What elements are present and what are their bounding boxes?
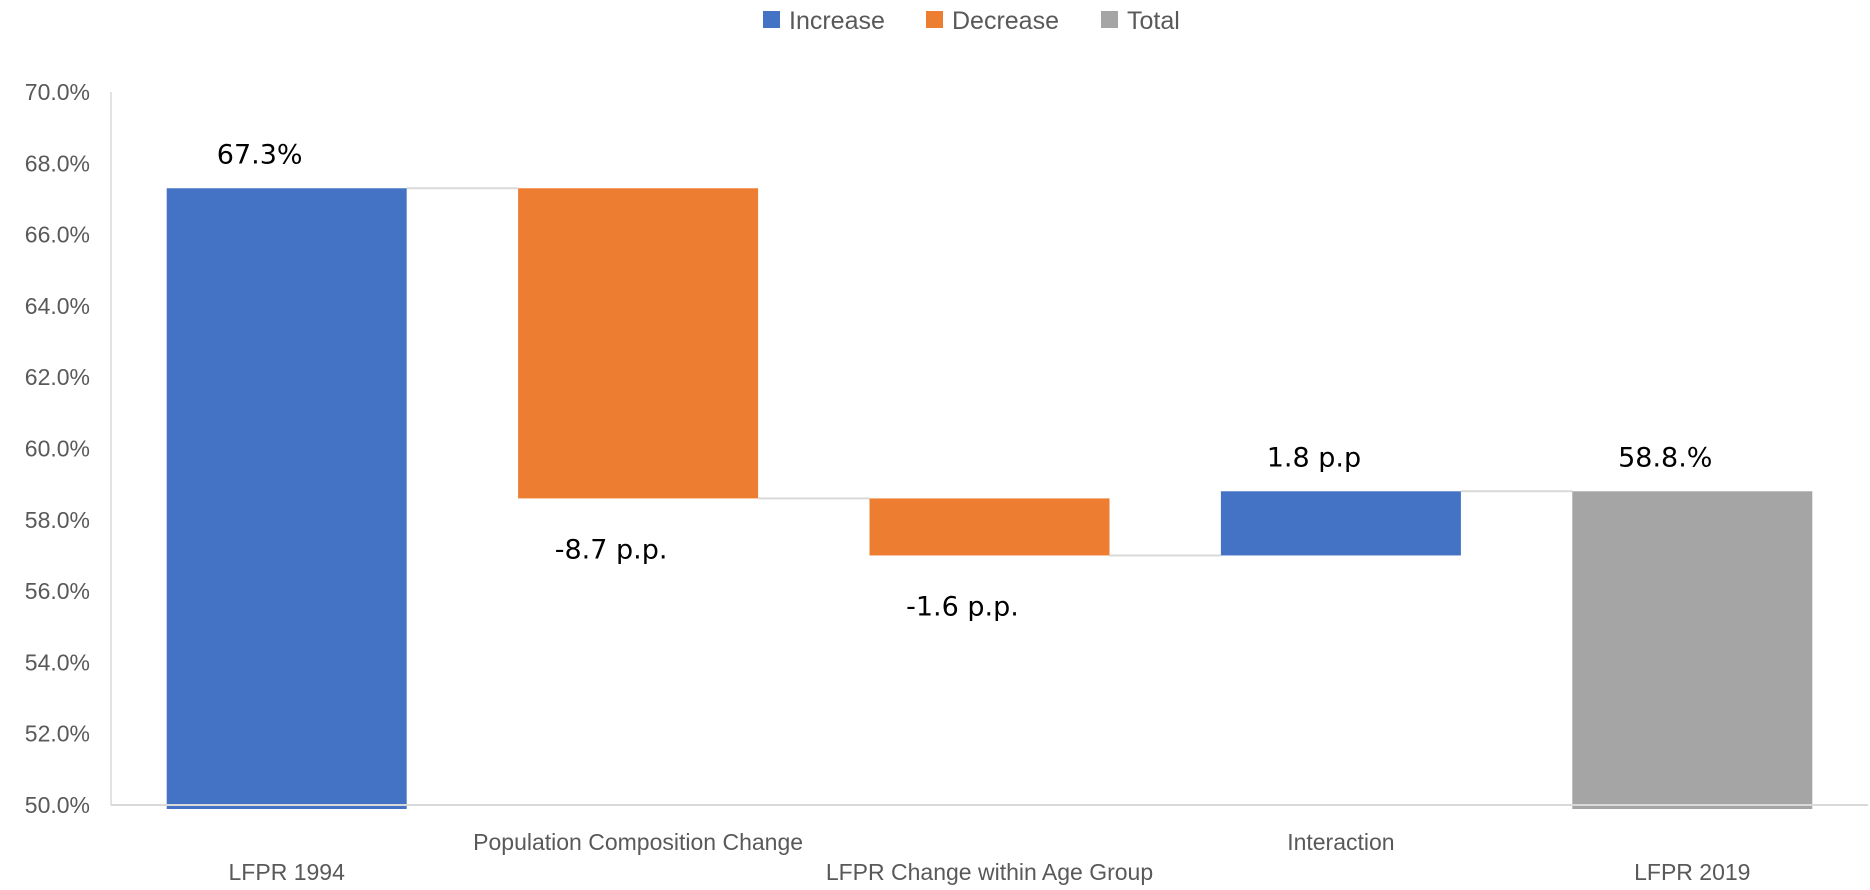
- y-tick-label: 54.0%: [25, 649, 90, 675]
- x-category-label: LFPR 2019: [1634, 859, 1750, 885]
- y-tick-label: 60.0%: [25, 436, 90, 462]
- legend-swatch: [926, 11, 943, 28]
- y-tick-label: 50.0%: [25, 792, 90, 818]
- data-label: -1.6 p.p.: [906, 591, 1019, 622]
- legend-label: Total: [1127, 7, 1180, 35]
- legend-swatch: [1101, 11, 1118, 28]
- y-tick-label: 56.0%: [25, 578, 90, 604]
- x-category-label: LFPR Change within Age Group: [826, 859, 1153, 885]
- legend-swatch: [763, 11, 780, 28]
- bar: [1572, 491, 1813, 809]
- bar: [1220, 491, 1461, 556]
- bar: [166, 188, 407, 809]
- y-tick-label: 66.0%: [25, 222, 90, 248]
- y-tick-label: 52.0%: [25, 721, 90, 747]
- data-label: 1.8 p.p: [1267, 442, 1361, 473]
- bar: [869, 498, 1110, 556]
- x-category-label: Interaction: [1287, 829, 1394, 855]
- legend-label: Decrease: [952, 7, 1059, 35]
- data-label: 58.8.%: [1618, 442, 1712, 473]
- y-tick-label: 68.0%: [25, 150, 90, 176]
- bar: [518, 188, 759, 499]
- y-tick-label: 58.0%: [25, 507, 90, 533]
- data-label: -8.7 p.p.: [555, 534, 668, 565]
- x-category-label: LFPR 1994: [229, 859, 346, 885]
- y-tick-label: 64.0%: [25, 293, 90, 319]
- legend-label: Increase: [789, 7, 885, 35]
- data-label: 67.3%: [217, 139, 303, 170]
- x-category-label: Population Composition Change: [473, 829, 803, 855]
- y-tick-label: 70.0%: [25, 79, 90, 105]
- y-tick-label: 62.0%: [25, 364, 90, 390]
